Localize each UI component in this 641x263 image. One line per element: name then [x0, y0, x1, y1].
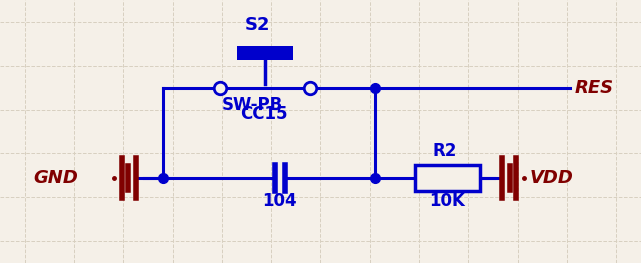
- Text: RES: RES: [575, 79, 614, 97]
- Text: CC15: CC15: [240, 105, 288, 123]
- Text: 104: 104: [262, 192, 297, 210]
- Text: R2: R2: [433, 142, 458, 160]
- Text: VDD: VDD: [530, 169, 574, 187]
- Text: 10K: 10K: [429, 192, 465, 210]
- Text: S2: S2: [245, 16, 271, 34]
- Bar: [237, 46, 293, 60]
- Text: GND: GND: [33, 169, 78, 187]
- Text: SW-PB: SW-PB: [222, 96, 283, 114]
- Bar: [415, 165, 480, 191]
